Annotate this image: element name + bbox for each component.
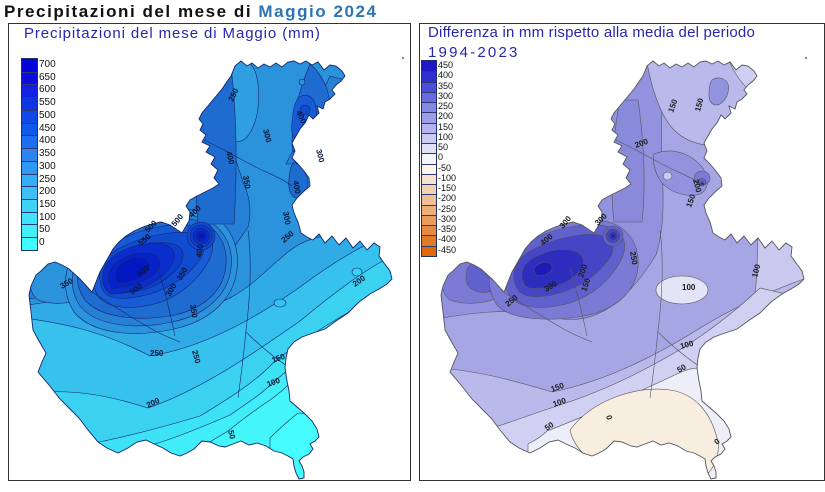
svg-text:400: 400 — [194, 243, 205, 258]
svg-text:250: 250 — [628, 251, 639, 266]
svg-text:100: 100 — [679, 339, 695, 351]
svg-text:150: 150 — [579, 277, 592, 293]
svg-text:300: 300 — [261, 128, 273, 144]
svg-text:100: 100 — [750, 263, 762, 279]
svg-text:250: 250 — [190, 349, 202, 365]
svg-text:150: 150 — [271, 352, 287, 365]
svg-text:200: 200 — [634, 137, 650, 150]
svg-text:100: 100 — [266, 376, 282, 389]
svg-text:150: 150 — [684, 193, 697, 209]
svg-text:150: 150 — [666, 98, 679, 114]
svg-text:50: 50 — [226, 429, 237, 440]
svg-text:300: 300 — [281, 211, 292, 226]
svg-text:100: 100 — [682, 283, 696, 292]
svg-text:250: 250 — [150, 349, 164, 358]
svg-text:400: 400 — [291, 180, 302, 195]
svg-text:100: 100 — [552, 396, 568, 409]
svg-text:300: 300 — [314, 148, 326, 164]
svg-text:150: 150 — [550, 381, 566, 394]
svg-text:0: 0 — [713, 436, 723, 446]
svg-text:350: 350 — [188, 304, 199, 319]
svg-text:400: 400 — [224, 150, 236, 166]
svg-text:0: 0 — [604, 414, 614, 421]
svg-text:150: 150 — [693, 97, 705, 113]
svg-text:350: 350 — [241, 175, 252, 190]
svg-text:200: 200 — [691, 178, 703, 194]
svg-text:200: 200 — [576, 263, 589, 279]
